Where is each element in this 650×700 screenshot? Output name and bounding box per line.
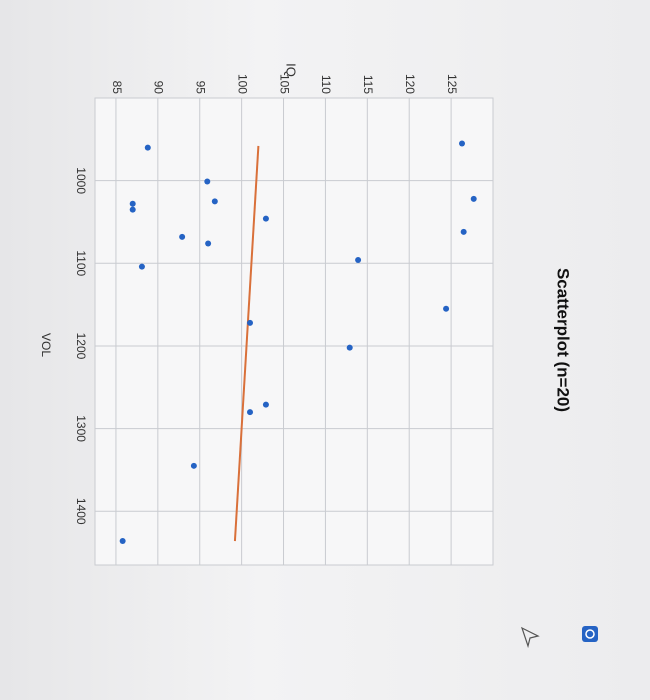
- chart-title: Scatterplot (n=20): [554, 268, 573, 412]
- x-tick-label: 1200: [74, 333, 88, 360]
- y-tick-label: 115: [361, 75, 375, 94]
- point: [247, 319, 254, 326]
- y-tick-label: 85: [110, 81, 124, 95]
- point: [204, 178, 211, 185]
- point: [247, 409, 254, 416]
- point: [129, 206, 136, 213]
- point: [443, 305, 450, 312]
- x-tick-label: 1400: [74, 498, 88, 525]
- y-axis-title: IQ: [284, 63, 299, 77]
- camera-icon[interactable]: [582, 626, 598, 642]
- x-axis-title: VOL: [39, 333, 53, 357]
- point: [144, 144, 151, 151]
- y-tick-label: 95: [194, 81, 208, 95]
- point: [262, 215, 269, 222]
- x-tick-label: 1100: [74, 250, 88, 276]
- x-tick-label: 1000: [74, 167, 88, 194]
- y-tick-label: 120: [403, 74, 417, 94]
- y-tick-label: 90: [152, 81, 166, 95]
- point: [460, 228, 467, 235]
- y-tick-label: 105: [277, 74, 291, 94]
- y-tick-label: 100: [235, 74, 249, 94]
- point: [346, 344, 353, 351]
- point: [262, 401, 269, 408]
- point: [458, 140, 465, 147]
- point: [119, 538, 126, 545]
- point: [179, 233, 186, 240]
- trend-line: [233, 145, 260, 542]
- point: [211, 198, 218, 205]
- point: [205, 240, 212, 247]
- cursor: [520, 626, 540, 649]
- point: [138, 263, 145, 270]
- point: [129, 200, 136, 207]
- plot-area: [94, 97, 494, 566]
- point: [470, 195, 477, 202]
- point: [190, 462, 197, 469]
- y-tick-label: 110: [319, 75, 333, 94]
- point: [355, 257, 362, 264]
- y-tick-label: 125: [445, 74, 459, 94]
- x-tick-label: 1300: [74, 415, 88, 442]
